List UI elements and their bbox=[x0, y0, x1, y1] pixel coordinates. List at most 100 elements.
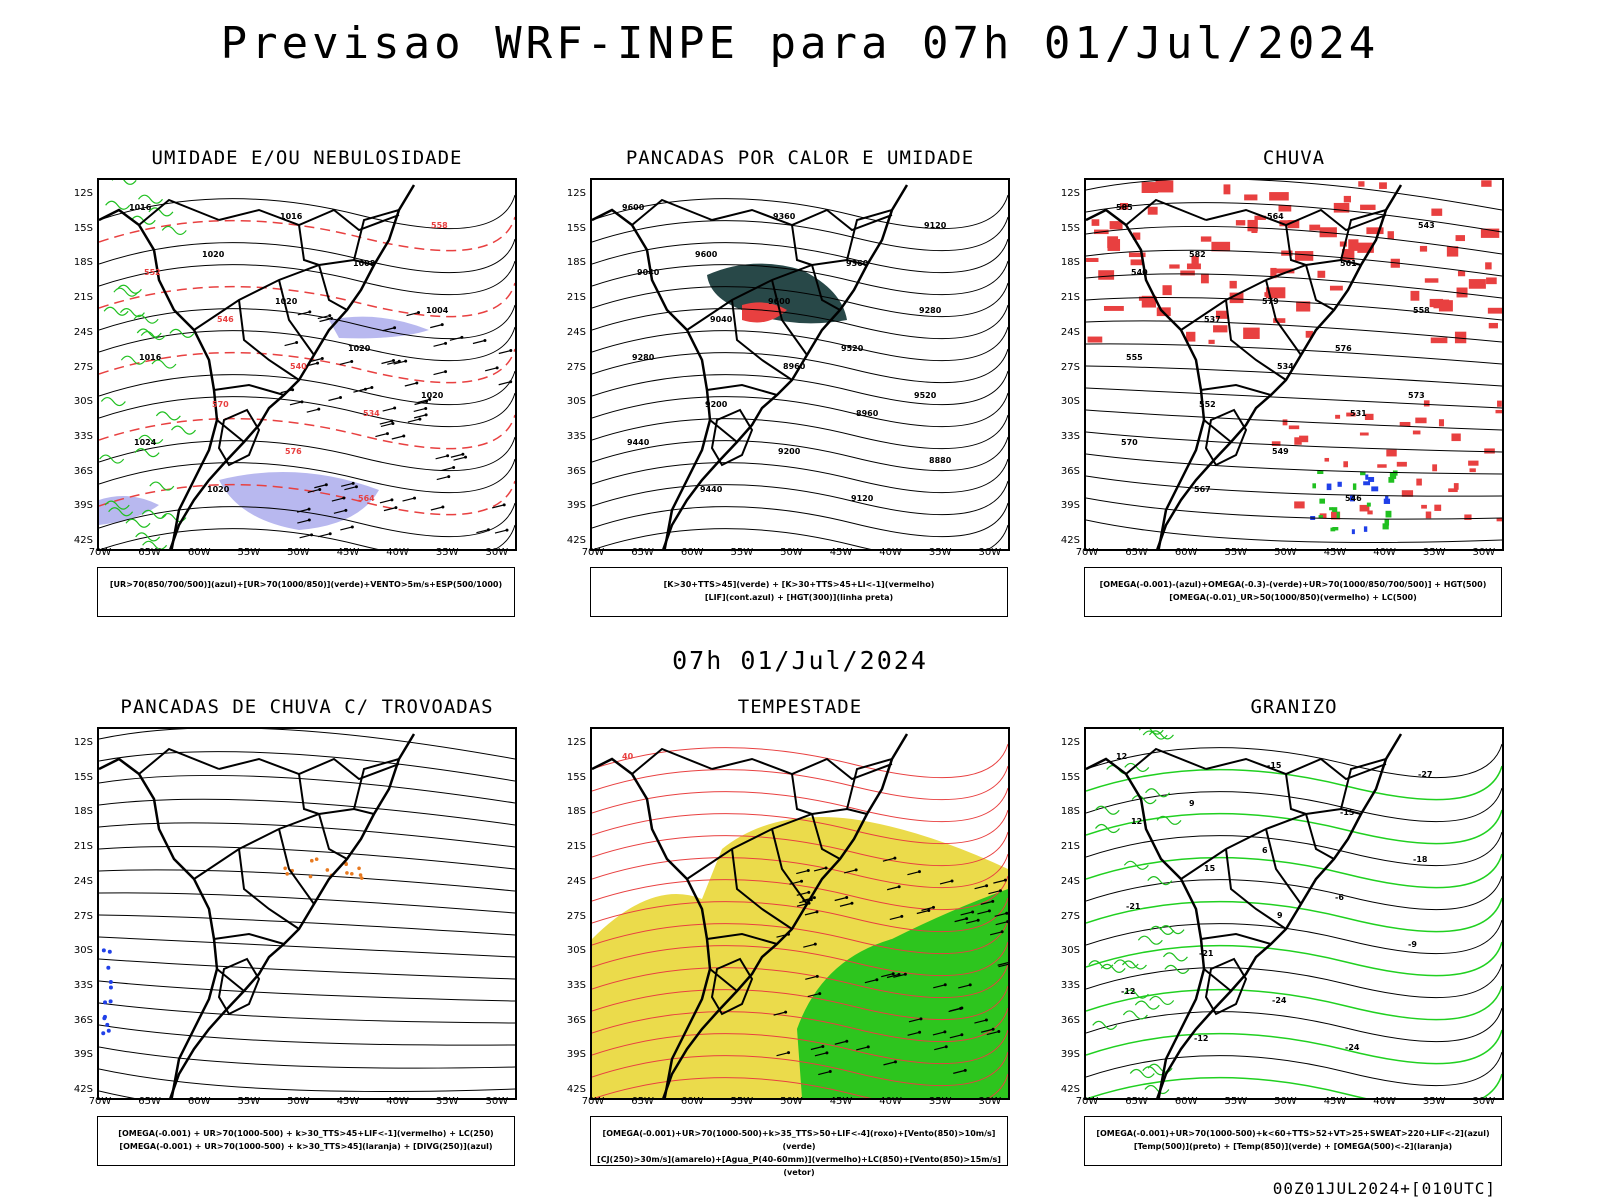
contour-label: 1016 bbox=[280, 212, 303, 221]
contour-label: -9 bbox=[1408, 940, 1417, 949]
latitude-label: 21S bbox=[73, 841, 93, 853]
contour-label: 6 bbox=[1262, 846, 1268, 855]
longitude-label: 55W bbox=[1224, 547, 1248, 558]
latitude-label: 21S bbox=[566, 292, 586, 304]
panel-legend: [K>30+TTS>45](verde) + [K>30+TTS>45+LI<-… bbox=[590, 567, 1008, 617]
main-title: Previsao WRF-INPE para 07h 01/Jul/2024 bbox=[220, 18, 1380, 69]
legend-line: [OMEGA(-0.001) + UR>70(1000-500) + k>30_… bbox=[119, 1142, 493, 1151]
panel-legend: [OMEGA(-0.001)-(azul)+OMEGA(-0.3)-(verde… bbox=[1084, 567, 1502, 617]
contour-label: 1020 bbox=[348, 344, 371, 353]
latitude-label: 39S bbox=[73, 1049, 93, 1061]
contour-label: 564 bbox=[1267, 212, 1284, 221]
contour-label: 12 bbox=[1131, 817, 1142, 826]
longitude-label: 50W bbox=[287, 547, 310, 558]
contour-label: 576 bbox=[1335, 344, 1352, 353]
latitude-label: 18S bbox=[566, 806, 586, 818]
latitude-label: 24S bbox=[73, 875, 93, 887]
contour-label: -12 bbox=[1121, 987, 1135, 996]
contour-label: -18 bbox=[1413, 855, 1428, 864]
latitude-label: 21S bbox=[1060, 292, 1080, 304]
contour-label: 546 bbox=[217, 315, 234, 324]
contour-label: -24 bbox=[1272, 996, 1287, 1005]
longitude-label: 70W bbox=[581, 547, 605, 558]
latitude-label: 36S bbox=[1060, 465, 1080, 477]
contour-label: 9280 bbox=[919, 306, 942, 315]
latitude-label: 24S bbox=[566, 326, 586, 338]
longitude-label: 50W bbox=[1274, 1096, 1297, 1107]
latitude-label: 21S bbox=[1060, 841, 1080, 853]
contour-label: 537 bbox=[1204, 315, 1221, 324]
latitude-label: 12S bbox=[73, 188, 93, 199]
latitude-label: 24S bbox=[1060, 326, 1080, 338]
contour-label: 540 bbox=[1131, 268, 1148, 277]
panel-legend: [OMEGA(-0.001)+UR>70(1000-500)+k>35_TTS>… bbox=[590, 1116, 1008, 1177]
contour-label: 8880 bbox=[929, 456, 952, 465]
latitude-label: 33S bbox=[73, 430, 93, 442]
map-canvas: 1016 1020 1020 1020 1020 1024 1020 1016 1008 1004… bbox=[99, 180, 515, 549]
contour-label: 585 bbox=[1116, 203, 1133, 212]
latitude-label: 24S bbox=[73, 326, 93, 338]
contour-label: 9200 bbox=[705, 400, 728, 409]
contour-label: 1008 bbox=[353, 259, 376, 268]
contour-label: 561 bbox=[1340, 259, 1357, 268]
longitude-label: 55W bbox=[237, 1096, 261, 1107]
latitude-label: 42S bbox=[566, 535, 586, 546]
latitude-label: 12S bbox=[1060, 188, 1080, 199]
contour-label: 1016 bbox=[139, 353, 162, 362]
contour-label: -21 bbox=[1126, 902, 1141, 911]
contour-label: 558 bbox=[431, 221, 448, 230]
longitude-label: 60W bbox=[680, 547, 704, 558]
contour-label: -15 bbox=[1340, 808, 1355, 817]
longitude-label: 65W bbox=[138, 1096, 161, 1107]
contour-label: 534 bbox=[1277, 362, 1294, 371]
contour-label: 9440 bbox=[700, 485, 723, 494]
latitude-label: 36S bbox=[566, 465, 586, 477]
latitude-label: 30S bbox=[1060, 396, 1080, 408]
panel-legend: [UR>70(850/700/500)](azul)+[UR>70(1000/8… bbox=[97, 567, 515, 617]
contour-label: -12 bbox=[1194, 1034, 1208, 1043]
longitude-label: 70W bbox=[88, 547, 112, 558]
longitude-label: 45W bbox=[336, 1096, 360, 1107]
mid-title: 07h 01/Jul/2024 bbox=[672, 646, 928, 675]
contour-label: 546 bbox=[1345, 494, 1362, 503]
contour-label: 549 bbox=[1272, 447, 1289, 456]
longitude-label: 35W bbox=[928, 547, 952, 558]
latitude-label: 21S bbox=[73, 292, 93, 304]
latitude-label: 30S bbox=[566, 396, 586, 408]
longitude-label: 35W bbox=[435, 547, 459, 558]
legend-line: [Temp(500)](preto) + [Temp(850)](verde) … bbox=[1133, 1142, 1453, 1151]
longitude-label: 55W bbox=[1224, 1096, 1248, 1107]
map-panel: 1016 1020 1020 1020 1020 1024 1020 1016 1008 1004… bbox=[97, 178, 517, 551]
latitude-label: 12S bbox=[1060, 737, 1080, 748]
latitude-label: 15S bbox=[1060, 222, 1080, 234]
contour-label: 579 bbox=[1262, 297, 1279, 306]
latitude-label: 33S bbox=[1060, 979, 1080, 991]
contour-label: 1020 bbox=[421, 391, 444, 400]
latitude-label: 30S bbox=[566, 945, 586, 957]
contour-label: 15 bbox=[1204, 864, 1216, 873]
longitude-label: 45W bbox=[1323, 547, 1347, 558]
contour-label: 9200 bbox=[778, 447, 801, 456]
contour-label: 9600 bbox=[768, 297, 791, 306]
contour-label: 543 bbox=[1418, 221, 1435, 230]
legend-line: [LIF](cont.azul) + [HGT(300)](linha pret… bbox=[704, 593, 894, 602]
latitude-label: 15S bbox=[1060, 771, 1080, 783]
contour-label: 9 bbox=[1189, 799, 1195, 808]
latitude-label: 39S bbox=[566, 500, 586, 512]
longitude-label: 55W bbox=[730, 547, 754, 558]
longitude-label: 35W bbox=[1422, 547, 1446, 558]
latitude-label: 27S bbox=[566, 361, 586, 373]
longitude-label: 60W bbox=[187, 1096, 211, 1107]
map-canvas bbox=[99, 729, 515, 1098]
latitude-label: 24S bbox=[1060, 875, 1080, 887]
latitude-label: 18S bbox=[1060, 806, 1080, 818]
contour-label: 9280 bbox=[632, 353, 655, 362]
contour-label: 1004 bbox=[426, 306, 449, 315]
latitude-label: 27S bbox=[1060, 361, 1080, 373]
latitude-label: 42S bbox=[1060, 1084, 1080, 1095]
footer-timestamp: 00Z01JUL2024+[010UTC] bbox=[1272, 1179, 1496, 1198]
contour-label: 564 bbox=[358, 494, 375, 503]
longitude-label: 30W bbox=[485, 547, 509, 558]
contour-label: 540 bbox=[290, 362, 307, 371]
longitude-label: 70W bbox=[1075, 547, 1099, 558]
